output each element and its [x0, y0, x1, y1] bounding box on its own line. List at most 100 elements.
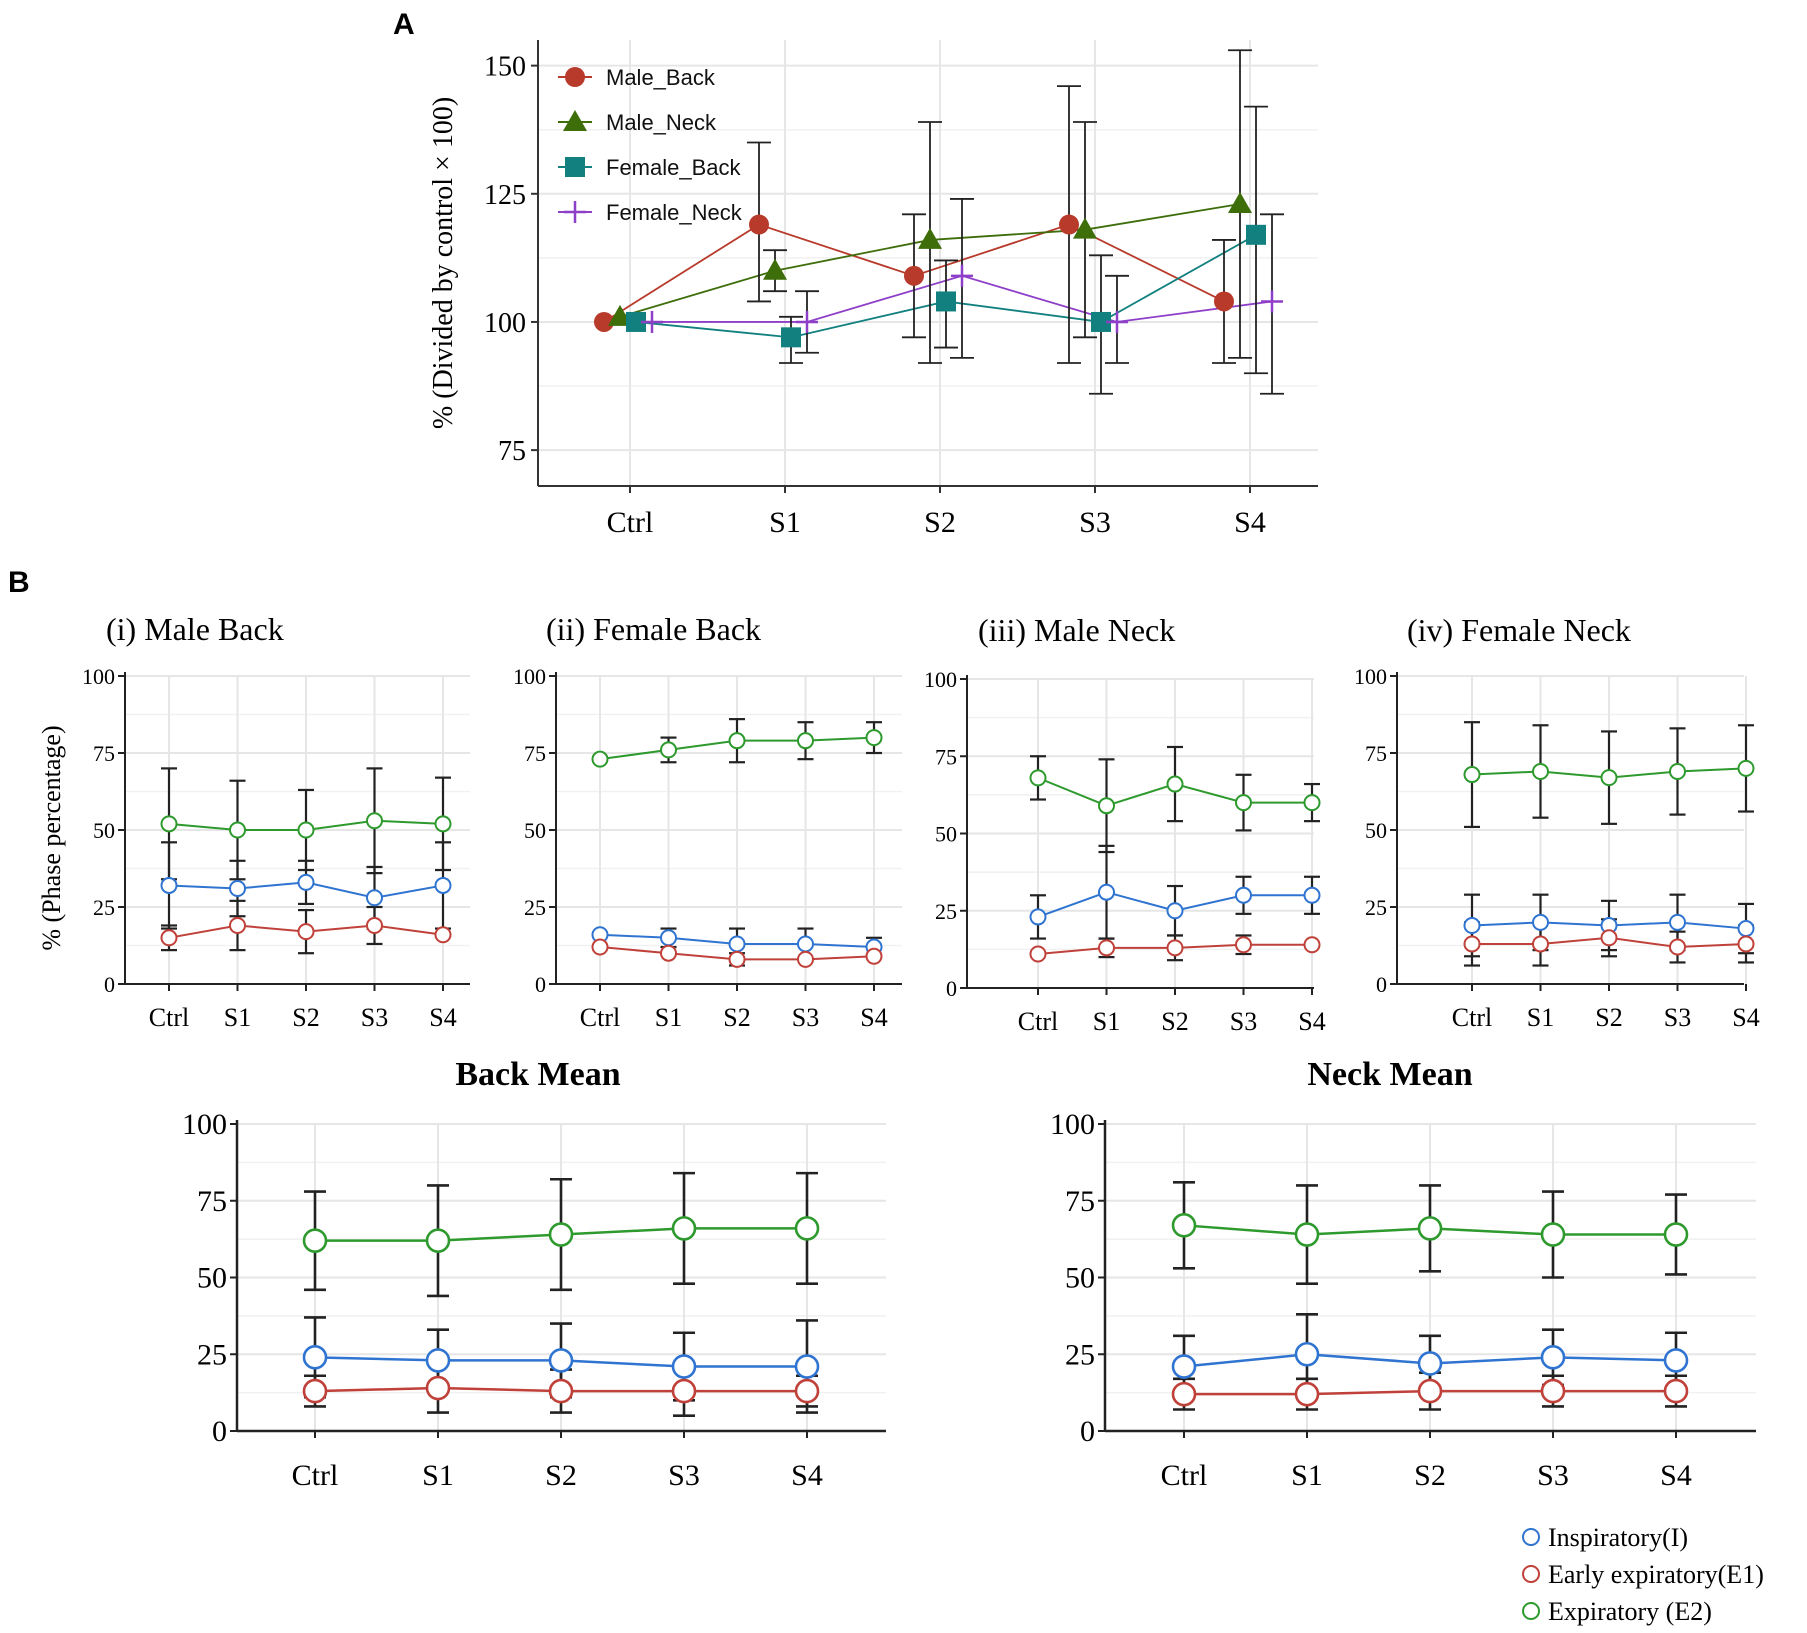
b-point [797, 732, 814, 750]
panel-b-label: B [8, 566, 30, 599]
a-y-tick-label: 75 [498, 436, 526, 467]
b-chart-title: Neck Mean [1307, 1056, 1472, 1093]
b-point [1303, 936, 1321, 954]
b-y-tick-label: 50 [1065, 1262, 1095, 1295]
b-x-tick-label: S1 [1093, 1007, 1120, 1036]
b-point [302, 1378, 328, 1404]
b-point [1235, 886, 1252, 904]
b-point [297, 923, 315, 941]
b-point [794, 1216, 820, 1241]
b-y-tick-label: 50 [1365, 818, 1387, 843]
a-x-tick-label: S1 [769, 506, 801, 539]
b-x-tick-label: S4 [791, 1459, 823, 1492]
b-point [1294, 1222, 1320, 1247]
a-point-female_back [1246, 224, 1266, 245]
b-point [160, 929, 178, 947]
b-point [1540, 1345, 1566, 1370]
b-y-tick-label: 0 [535, 972, 546, 997]
b-x-tick-label: Ctrl [1018, 1007, 1058, 1036]
b-point [302, 1345, 328, 1370]
b-point [434, 876, 452, 894]
b-y-tick-label: 75 [524, 741, 546, 766]
b-point [1540, 1378, 1566, 1404]
b-point [425, 1228, 451, 1253]
b-y-tick-label: 100 [182, 1108, 227, 1141]
b-chart-title: (iv) Female Neck [1407, 612, 1631, 648]
b-y-tick-label: 0 [212, 1415, 227, 1448]
b-x-tick-label: S2 [545, 1459, 577, 1492]
b-point [671, 1378, 697, 1404]
b-x-tick-label: S1 [1291, 1459, 1323, 1492]
b-point [1463, 916, 1481, 934]
b-legend: Inspiratory(I) Early expiratory(E1) Expira… [1522, 1523, 1764, 1626]
b-x-tick-label: S3 [668, 1459, 700, 1492]
b-x-tick-label: S2 [1161, 1007, 1188, 1036]
b-point [1737, 759, 1755, 777]
b-point [1663, 1348, 1689, 1373]
b-y-tick-label: 50 [524, 818, 546, 843]
b-point [229, 880, 246, 898]
b-point [548, 1222, 574, 1247]
b-point [1098, 797, 1115, 815]
b-point [1171, 1381, 1197, 1407]
a-point-male_neck [918, 227, 942, 249]
b-point [1600, 929, 1618, 947]
b-legend-label: Inspiratory(I) [1548, 1523, 1688, 1552]
b-x-tick-label: S1 [224, 1003, 251, 1032]
b-point [660, 929, 677, 947]
b-y-tick-label: 25 [197, 1338, 227, 1371]
a-point-female_back [1091, 311, 1111, 332]
b-point [1235, 936, 1252, 954]
b-point [1600, 769, 1618, 787]
b-point [1463, 766, 1481, 784]
chart-bi: 0 25 50 75 100 Ctrl S1 S2 S3 S4 (i) Male Back % (Ph… [37, 611, 470, 1032]
b-point [1029, 945, 1047, 963]
b-legend-marker [1522, 1528, 1540, 1546]
b-point [728, 950, 746, 968]
b-legend-label: Early expiratory(E1) [1548, 1560, 1764, 1589]
b-x-tick-label: S4 [1298, 1007, 1325, 1036]
b-chart-title: Back Mean [455, 1056, 620, 1093]
b-y-tick-label: 75 [935, 744, 957, 769]
b-point [297, 873, 315, 891]
a-point-female_back [626, 311, 646, 332]
a-point-female_neck [796, 310, 818, 333]
b-point [434, 926, 452, 944]
b-point [1029, 769, 1047, 787]
b-point [160, 876, 178, 894]
b-point [297, 821, 315, 839]
a-point-female_neck [641, 310, 663, 333]
b-x-tick-label: S2 [723, 1003, 750, 1032]
b-point [1171, 1213, 1197, 1238]
b-point [1463, 935, 1481, 953]
a-x-tick-label: S2 [924, 506, 956, 539]
b-point [591, 750, 609, 768]
b-x-tick-label: S3 [1537, 1459, 1569, 1492]
b-legend-label: Expiratory (E2) [1548, 1597, 1712, 1626]
a-x-tick-label: S3 [1079, 506, 1111, 539]
b-x-tick-label: S1 [655, 1003, 682, 1032]
b-point [1303, 886, 1321, 904]
b-y-tick-label: 50 [197, 1262, 227, 1295]
b-point [366, 889, 383, 907]
b-point [1540, 1222, 1566, 1247]
b-y-tick-label: 25 [1065, 1338, 1095, 1371]
b-point [865, 729, 883, 747]
b-point [1417, 1378, 1443, 1404]
a-point-male_back [1059, 214, 1079, 235]
a-legend-marker [564, 201, 586, 223]
b-point [1417, 1216, 1443, 1241]
b-legend-marker [1522, 1565, 1540, 1583]
b-chart-title: (ii) Female Back [546, 611, 761, 647]
b-point [797, 950, 814, 968]
b-x-tick-label: Ctrl [292, 1459, 339, 1492]
b-point [865, 947, 883, 965]
b-point [1669, 938, 1686, 956]
b-point [1532, 913, 1549, 931]
a-y-tick-label: 150 [484, 52, 526, 83]
b-y-tick-label: 75 [93, 741, 115, 766]
b-point [794, 1354, 820, 1379]
b-x-tick-label: S3 [361, 1003, 388, 1032]
b-x-tick-label: S4 [429, 1003, 456, 1032]
